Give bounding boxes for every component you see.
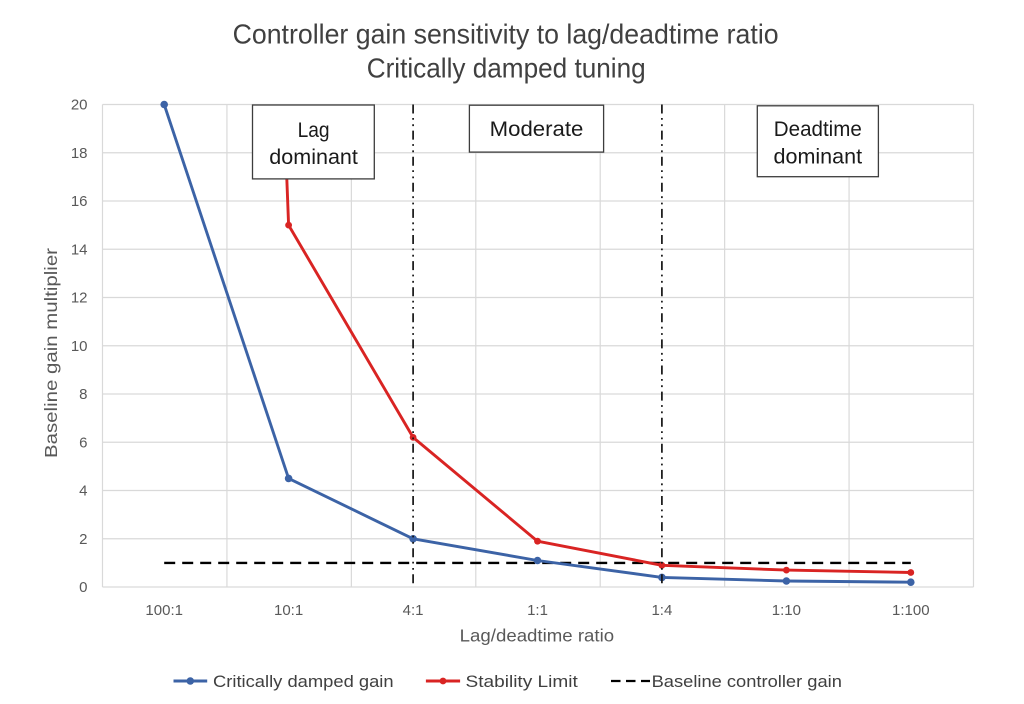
- svg-text:14: 14: [71, 241, 88, 258]
- svg-text:Critically damped tuning: Critically damped tuning: [367, 53, 646, 84]
- svg-text:Controller gain sensitivity to: Controller gain sensitivity to lag/deadt…: [233, 19, 779, 50]
- svg-text:1:1: 1:1: [527, 602, 548, 619]
- svg-text:2: 2: [79, 531, 87, 548]
- svg-text:8: 8: [79, 386, 87, 403]
- svg-text:100:1: 100:1: [145, 602, 183, 619]
- svg-text:0: 0: [79, 579, 87, 596]
- svg-text:10: 10: [71, 338, 88, 355]
- svg-text:Baseline controller gain: Baseline controller gain: [652, 672, 842, 691]
- svg-text:1:4: 1:4: [651, 602, 672, 619]
- svg-text:Lag: Lag: [298, 119, 330, 142]
- svg-text:Stability Limit: Stability Limit: [466, 672, 579, 691]
- svg-text:6: 6: [79, 434, 87, 451]
- svg-text:16: 16: [71, 193, 88, 210]
- svg-text:12: 12: [71, 290, 88, 307]
- svg-text:4:1: 4:1: [403, 602, 424, 619]
- svg-text:Critically damped gain: Critically damped gain: [213, 672, 394, 691]
- svg-text:Moderate: Moderate: [490, 118, 584, 141]
- svg-text:Baseline gain multiplier: Baseline gain multiplier: [41, 248, 61, 458]
- svg-text:Lag/deadtime ratio: Lag/deadtime ratio: [460, 626, 614, 646]
- svg-text:4: 4: [79, 483, 87, 500]
- svg-text:10:1: 10:1: [274, 602, 303, 619]
- svg-text:18: 18: [71, 145, 88, 162]
- svg-text:dominant: dominant: [774, 146, 863, 169]
- svg-text:1:100: 1:100: [892, 602, 930, 619]
- svg-text:Deadtime: Deadtime: [774, 118, 862, 141]
- svg-text:dominant: dominant: [269, 146, 358, 169]
- svg-text:1:10: 1:10: [772, 602, 801, 619]
- svg-text:20: 20: [71, 97, 88, 114]
